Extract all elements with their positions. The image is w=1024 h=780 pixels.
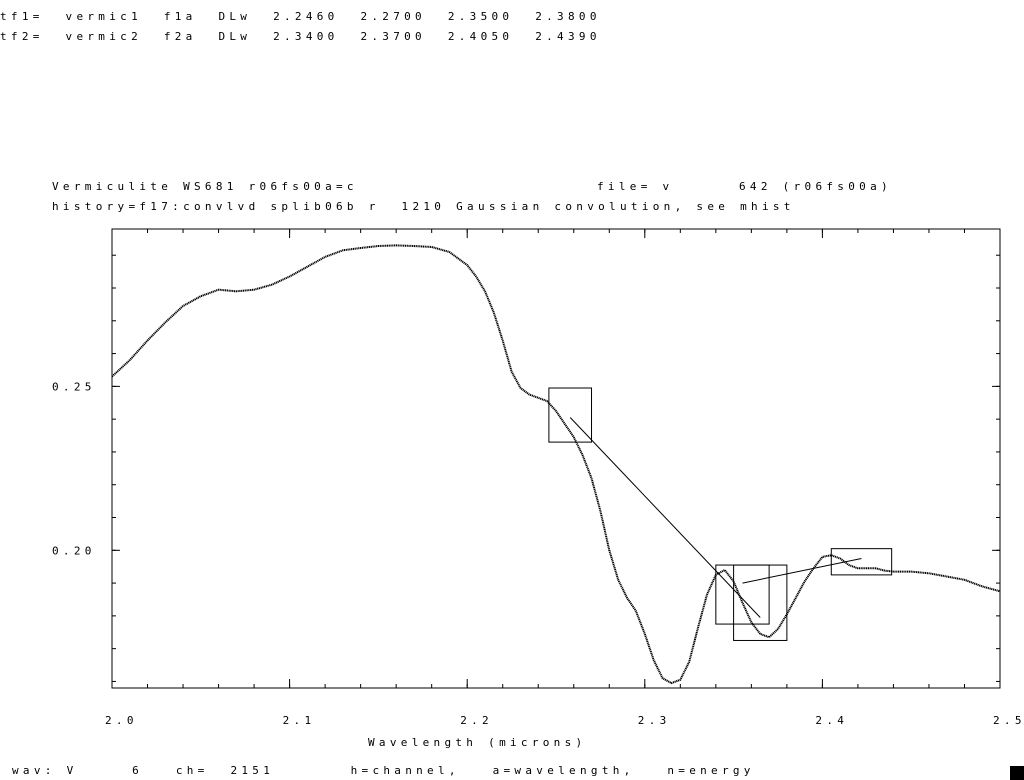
x-axis-label: Wavelength (microns) <box>368 736 586 749</box>
feature-box <box>548 387 593 443</box>
x-tick-label: 2.4 <box>815 714 848 727</box>
plot-frame <box>111 228 1001 689</box>
x-tick-label: 2.0 <box>105 714 138 727</box>
x-tick-label: 2.2 <box>460 714 493 727</box>
feature-box <box>715 564 770 625</box>
x-tick-label: 2.5 <box>993 714 1024 727</box>
chart-title-left: Vermiculite WS681 r06fs00a=c <box>52 180 358 193</box>
x-tick-label: 2.3 <box>638 714 671 727</box>
cursor-block <box>1010 766 1024 780</box>
header-line-1: tf1= vermic1 f1a DLw 2.2460 2.2700 2.350… <box>0 10 601 23</box>
x-tick-label: 2.1 <box>283 714 316 727</box>
y-tick-label: 0.20 <box>52 544 96 557</box>
y-tick-label: 0.25 <box>52 380 96 393</box>
header-line-2: tf2= vermic2 f2a DLw 2.3400 2.3700 2.405… <box>0 30 601 43</box>
spectrum-line <box>111 244 1001 685</box>
chart-history: history=f17:convlvd splib06b r 1210 Gaus… <box>52 200 795 213</box>
feature-box <box>733 564 788 641</box>
feature-box <box>830 548 893 576</box>
chart-title-right: file= v 642 (r06fs00a) <box>597 180 892 193</box>
continuum-line <box>742 558 862 584</box>
continuum-line <box>569 417 761 618</box>
status-bar: wav: V 6 ch= 2151 h=channel, a=wavelengt… <box>12 764 755 777</box>
